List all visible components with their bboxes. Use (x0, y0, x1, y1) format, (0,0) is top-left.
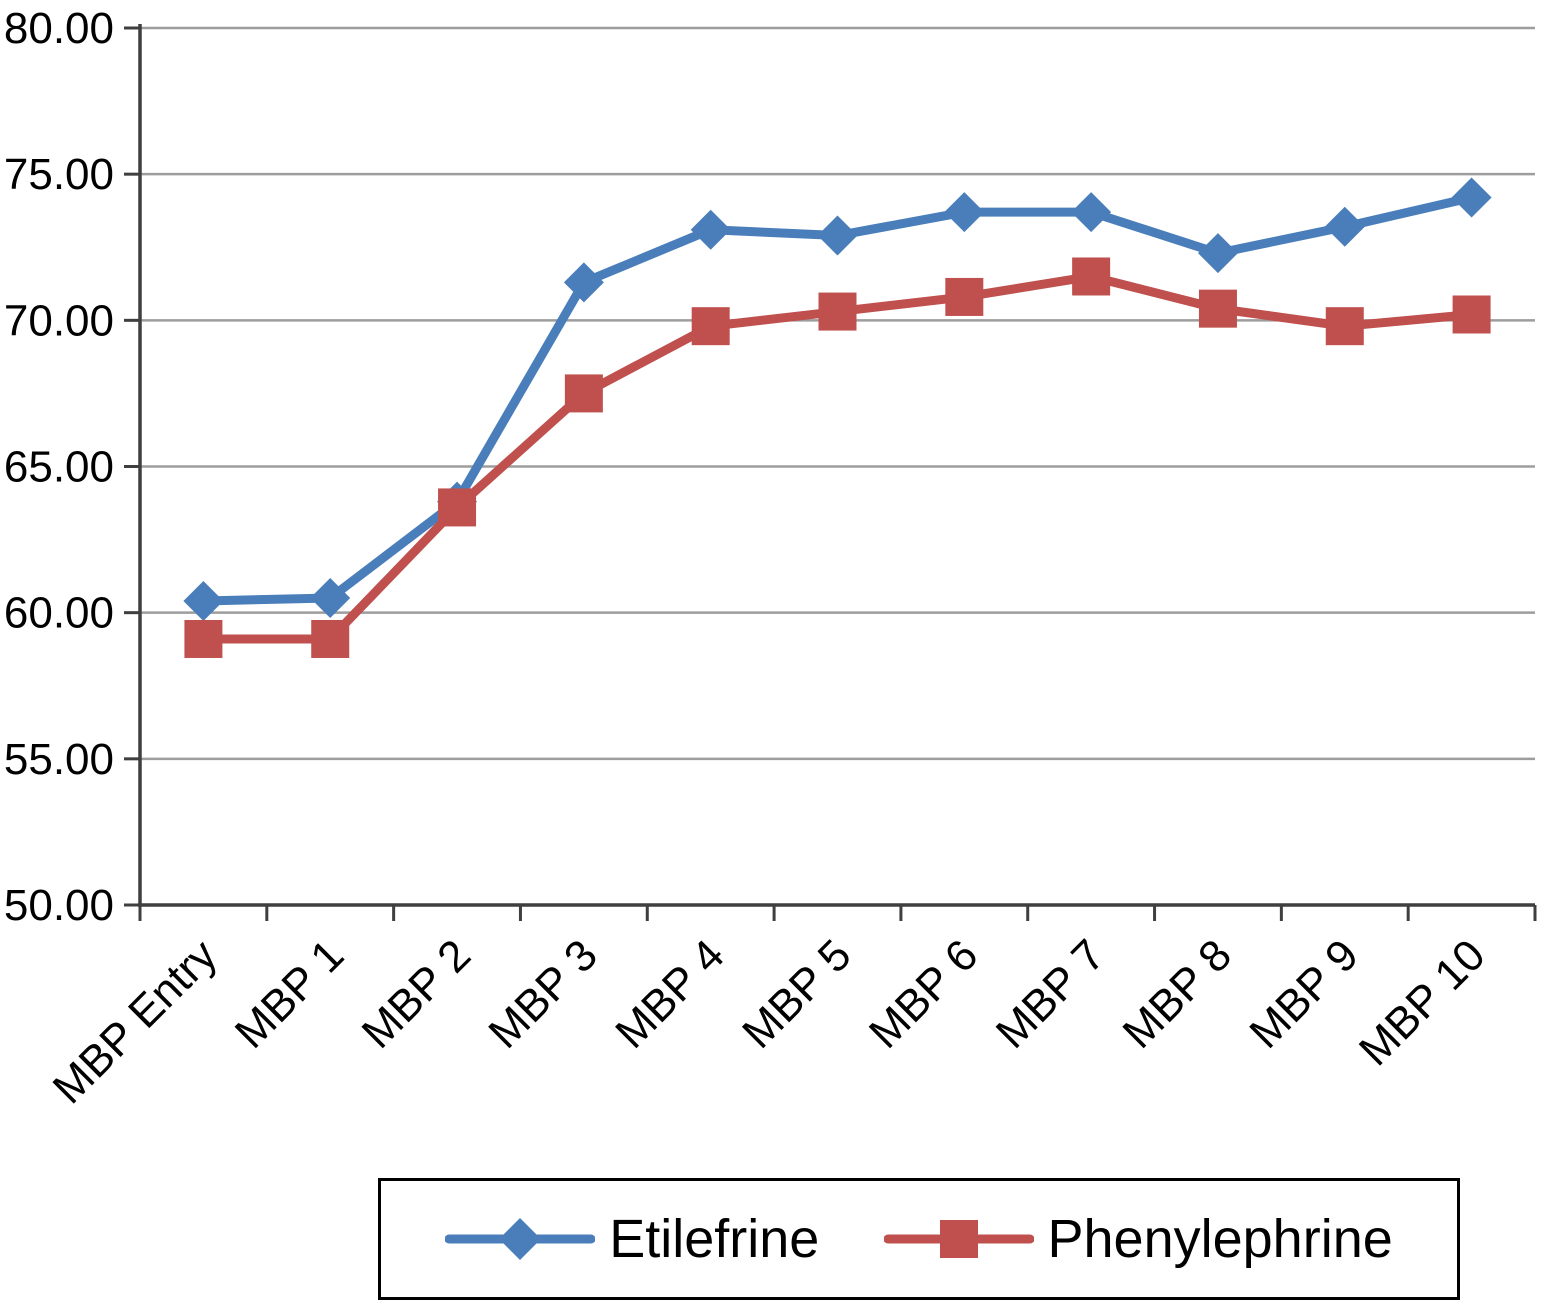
diamond-marker (1324, 206, 1365, 247)
legend-item-phenylephrine: Phenylephrine (883, 1208, 1393, 1270)
square-marker (184, 619, 223, 658)
diamond-marker (563, 262, 604, 303)
x-category-label: MBP 5 (733, 930, 860, 1057)
diamond-marker (310, 578, 351, 619)
series-line-etilefrine (198, 193, 1477, 606)
y-tick-label: 55.00 (4, 735, 114, 784)
diamond-marker (1451, 177, 1492, 218)
legend-label-phenylephrine: Phenylephrine (1047, 1209, 1393, 1269)
x-category-label: MBP 9 (1240, 930, 1367, 1057)
diamond-marker (690, 209, 731, 250)
x-category-label: MBP 10 (1350, 930, 1495, 1075)
y-tick-label: 50.00 (4, 881, 114, 930)
diamond-marker (1197, 233, 1238, 274)
y-tick-label: 75.00 (4, 150, 114, 199)
legend-label-etilefrine: Etilefrine (609, 1209, 820, 1269)
legend-item-etilefrine: Etilefrine (445, 1208, 819, 1270)
square-marker (564, 374, 603, 413)
square-marker (1072, 257, 1111, 296)
phenylephrine-line-square-icon (883, 1220, 1034, 1258)
square-marker (691, 307, 730, 346)
line-chart-plot: 50.00 55.00 60.00 65.00 70.00 75.00 80.00 MBP E… (4, 4, 1537, 1113)
square-marker (1198, 289, 1237, 328)
x-category-label: MBP 3 (479, 930, 606, 1057)
x-category-label: MBP 1 (226, 930, 353, 1057)
diamond-marker (183, 580, 224, 621)
square-marker (311, 619, 350, 658)
y-tick-label: 70.00 (4, 296, 114, 345)
x-category-label: MBP 4 (606, 930, 733, 1057)
diamond-marker (817, 215, 858, 256)
series-line-phenylephrine (198, 271, 1477, 644)
y-tick-label: 60.00 (4, 589, 114, 638)
legend: Etilefrine Phenylephrine (378, 1178, 1460, 1300)
y-tick-label: 65.00 (4, 443, 114, 492)
diamond-marker (1071, 192, 1112, 233)
y-tick-label: 80.00 (4, 4, 114, 53)
x-category-label: MBP Entry (44, 930, 227, 1113)
x-category-label: MBP 8 (1114, 930, 1241, 1057)
square-marker (1452, 295, 1491, 334)
square-marker (438, 488, 477, 527)
square-marker (945, 277, 984, 316)
diamond-marker (944, 192, 985, 233)
x-category-label: MBP 7 (987, 930, 1114, 1057)
etilefrine-line-diamond-icon (445, 1218, 596, 1260)
x-category-label: MBP 6 (860, 930, 987, 1057)
square-marker (818, 292, 857, 331)
x-category-label: MBP 2 (353, 930, 480, 1057)
square-marker (1325, 307, 1364, 346)
